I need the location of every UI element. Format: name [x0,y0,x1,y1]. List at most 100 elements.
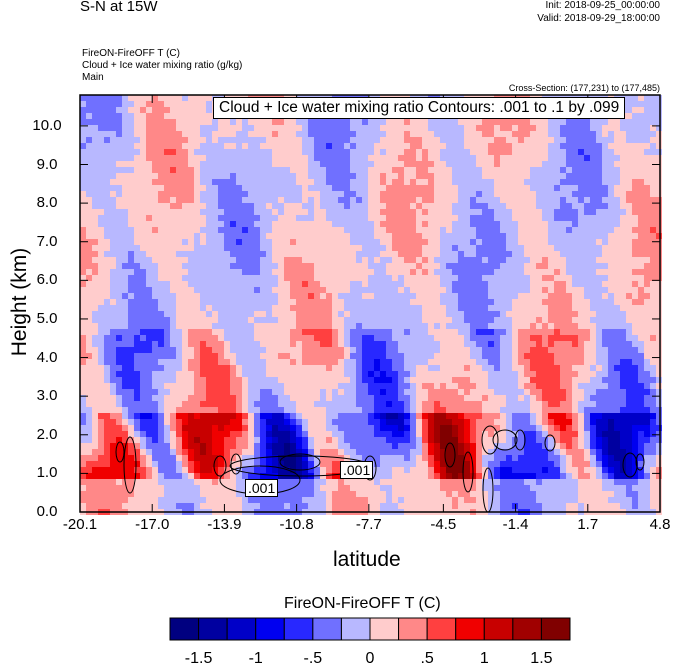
field-cell [86,149,92,155]
field-cell [260,257,266,263]
field-cell [614,119,620,125]
field-cell [290,287,296,293]
field-cell [176,359,182,365]
field-cell [98,203,104,209]
field-cell [128,191,134,197]
field-cell [632,377,638,383]
field-cell [638,233,644,239]
field-cell [314,299,320,305]
field-cell [452,359,458,365]
field-cell [326,227,332,233]
field-cell [380,263,386,269]
field-cell [242,335,248,341]
field-cell [338,191,344,197]
field-cell [572,329,578,335]
field-cell [644,335,650,341]
field-cell [428,167,434,173]
field-cell [272,389,278,395]
field-cell [266,233,272,239]
field-cell [584,395,590,401]
field-cell [140,173,146,179]
field-cell [146,197,152,203]
field-cell [134,215,140,221]
field-cell [512,173,518,179]
field-cell [254,155,260,161]
field-cell [128,95,134,101]
field-cell [536,179,542,185]
field-cell [170,119,176,125]
field-cell [398,323,404,329]
field-cell [398,245,404,251]
field-cell [524,233,530,239]
field-cell [128,275,134,281]
field-cell [374,311,380,317]
field-cell [236,329,242,335]
field-cell [518,239,524,245]
field-cell [176,233,182,239]
field-cell [308,227,314,233]
field-cell [260,143,266,149]
field-cell [320,155,326,161]
field-cell [182,107,188,113]
field-cell [170,323,176,329]
field-cell [638,383,644,389]
field-cell [656,113,662,119]
field-cell [608,365,614,371]
field-cell [488,191,494,197]
field-cell [470,221,476,227]
field-cell [638,137,644,143]
field-cell [392,341,398,347]
field-cell [596,203,602,209]
field-cell [494,203,500,209]
field-cell [356,155,362,161]
field-cell [632,371,638,377]
field-cell [272,257,278,263]
field-cell [110,329,116,335]
field-cell [644,95,650,101]
field-cell [314,197,320,203]
field-cell [590,137,596,143]
field-cell [500,197,506,203]
field-cell [164,209,170,215]
field-cell [176,137,182,143]
field-cell [116,299,122,305]
field-cell [410,395,416,401]
field-cell [248,197,254,203]
field-cell [308,215,314,221]
field-cell [170,251,176,257]
field-cell [350,281,356,287]
field-cell [344,137,350,143]
field-cell [614,155,620,161]
field-cell [464,383,470,389]
field-cell [428,125,434,131]
field-cell [308,173,314,179]
field-cell [494,377,500,383]
field-cell [116,401,122,407]
field-cell [374,365,380,371]
field-cell [200,209,206,215]
field-cell [434,275,440,281]
field-cell [350,131,356,137]
field-cell [578,185,584,191]
field-cell [578,281,584,287]
field-cell [536,335,542,341]
field-cell [134,209,140,215]
field-cell [344,269,350,275]
field-cell [488,209,494,215]
field-cell [158,305,164,311]
field-cell [338,155,344,161]
field-cell [278,383,284,389]
field-cell [350,269,356,275]
field-cell [578,383,584,389]
field-cell [560,173,566,179]
field-cell [248,119,254,125]
field-cell [530,173,536,179]
field-cell [248,209,254,215]
field-cell [578,143,584,149]
field-cell [230,287,236,293]
field-cell [98,305,104,311]
field-cell [578,191,584,197]
field-cell [158,209,164,215]
field-cell [284,161,290,167]
field-cell [518,257,524,263]
